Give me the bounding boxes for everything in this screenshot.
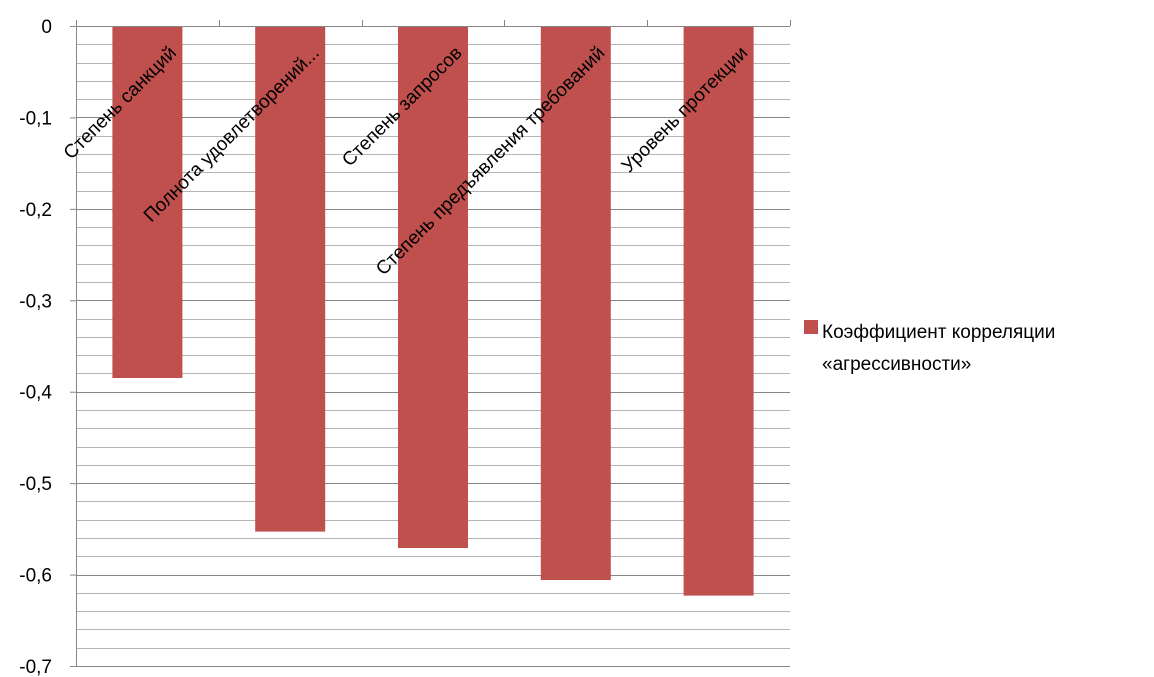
legend-label-line-1: Коэффициент корреляции: [822, 322, 1055, 343]
legend-label-line-2: «агрессивности»: [822, 354, 971, 375]
bar-5: [683, 26, 754, 596]
y-tick-label: -0,2: [19, 200, 52, 221]
y-tick-label: 0: [41, 17, 52, 38]
bar-1: [112, 26, 183, 378]
y-axis-ticks: 0 -0,1 -0,2 -0,3 -0,4 -0,5 -0,6 -0,7: [19, 17, 76, 677]
y-tick-label: -0,4: [19, 383, 52, 404]
bars-group: [112, 26, 754, 596]
legend: Коэффициент корреляции «агрессивности»: [804, 320, 1055, 375]
bar-4: [540, 26, 611, 581]
legend-swatch: [804, 320, 818, 334]
bar-2: [255, 26, 326, 532]
y-tick-label: -0,6: [19, 566, 52, 587]
x-axis-ticks: [76, 20, 791, 26]
bar-3: [398, 26, 468, 549]
y-tick-label: -0,1: [19, 108, 52, 129]
y-tick-label: -0,7: [19, 657, 52, 677]
axes: [76, 26, 790, 666]
y-tick-label: -0,5: [19, 474, 52, 495]
y-tick-label: -0,3: [19, 291, 52, 312]
